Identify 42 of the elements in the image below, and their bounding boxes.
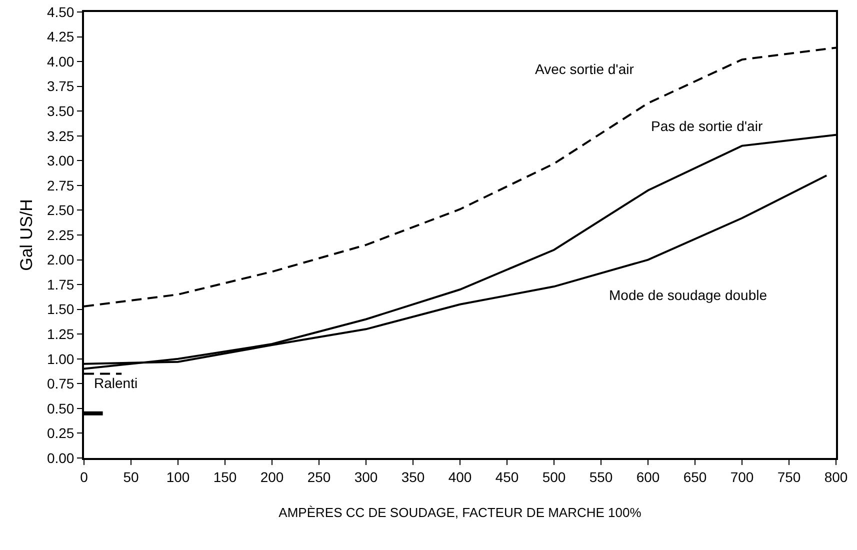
y-tick-label: 0.25: [46, 425, 74, 442]
x-tick-label: 750: [777, 468, 801, 485]
x-tick-label: 300: [354, 468, 378, 485]
y-tick-label: 2.25: [46, 226, 74, 243]
text: Avec sortie d'air: [535, 61, 634, 77]
series-label: Pas de sortie d'air: [651, 118, 763, 134]
x-tick-label: 200: [260, 468, 284, 485]
x-axis-title: AMPÈRES CC DE SOUDAGE, FACTEUR DE MARCHE 100%: [278, 504, 642, 520]
y-tick-label: 2.00: [46, 252, 74, 268]
x-tick-label: 250: [307, 468, 331, 485]
x-tick-label: 100: [166, 468, 190, 485]
y-tick-label: 1.00: [46, 350, 74, 367]
y-tick-label: 0.75: [46, 376, 74, 392]
y-tick-label: 4.00: [46, 53, 74, 70]
y-tick-label: 4.25: [46, 28, 74, 45]
x-tick-label: 400: [448, 468, 472, 485]
annotation: Ralenti: [94, 375, 138, 391]
y-tick-label: 3.00: [46, 152, 74, 169]
x-tick-label: 350: [401, 468, 425, 485]
y-tick-label: 1.25: [46, 326, 74, 342]
y-tick-label: 1.75: [46, 276, 74, 292]
y-axis-title: Gal US/H: [17, 199, 36, 271]
y-tick-label: 0.00: [46, 450, 74, 466]
y-tick-label: 0.50: [46, 400, 74, 416]
y-tick-label: 3.75: [46, 78, 74, 94]
series-label: Mode de soudage double: [609, 287, 768, 303]
y-tick-label: 3.25: [46, 128, 74, 144]
x-tick-label: 500: [542, 468, 566, 485]
x-tick-label: 50: [123, 468, 139, 485]
y-tick-label: 4.50: [46, 4, 74, 20]
y-tick-label: 1.50: [46, 301, 74, 318]
x-tick-label: 800: [824, 468, 848, 485]
x-tick-label: 450: [495, 468, 519, 485]
x-tick-label: 650: [683, 468, 707, 485]
x-tick-label: 700: [730, 468, 754, 485]
x-tick-label: 150: [213, 468, 237, 485]
x-tick-label: 600: [636, 468, 660, 485]
y-tick-label: 2.75: [46, 177, 74, 194]
y-tick-label: 3.50: [46, 103, 74, 120]
y-tick-label: 2.50: [46, 202, 74, 218]
x-tick-label: 550: [589, 468, 613, 485]
x-tick-label: 0: [80, 468, 88, 485]
